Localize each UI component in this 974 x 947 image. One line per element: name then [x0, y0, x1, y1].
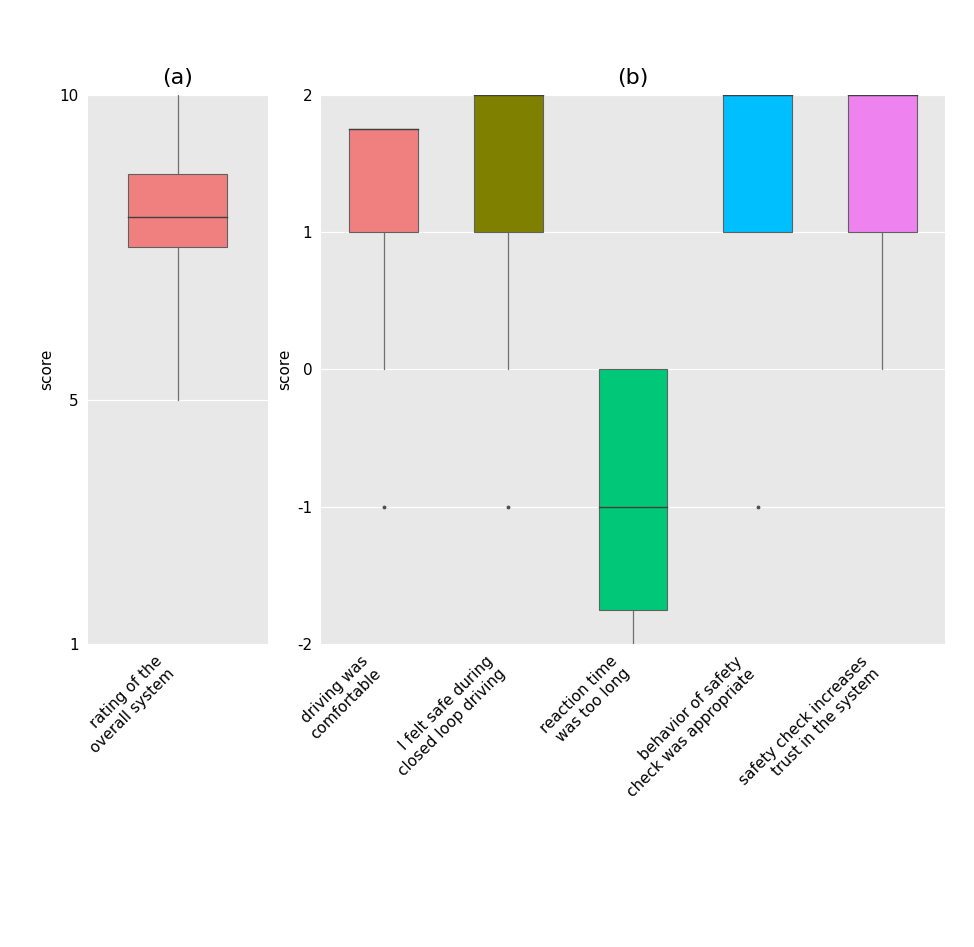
- Title: (b): (b): [618, 67, 649, 87]
- Bar: [724, 95, 792, 232]
- Y-axis label: score: score: [277, 348, 291, 390]
- Bar: [474, 95, 543, 232]
- Bar: [350, 129, 418, 232]
- Bar: [848, 95, 917, 232]
- Bar: [599, 369, 667, 610]
- Bar: [129, 174, 227, 247]
- Title: (a): (a): [163, 67, 193, 87]
- Y-axis label: score: score: [39, 348, 54, 390]
